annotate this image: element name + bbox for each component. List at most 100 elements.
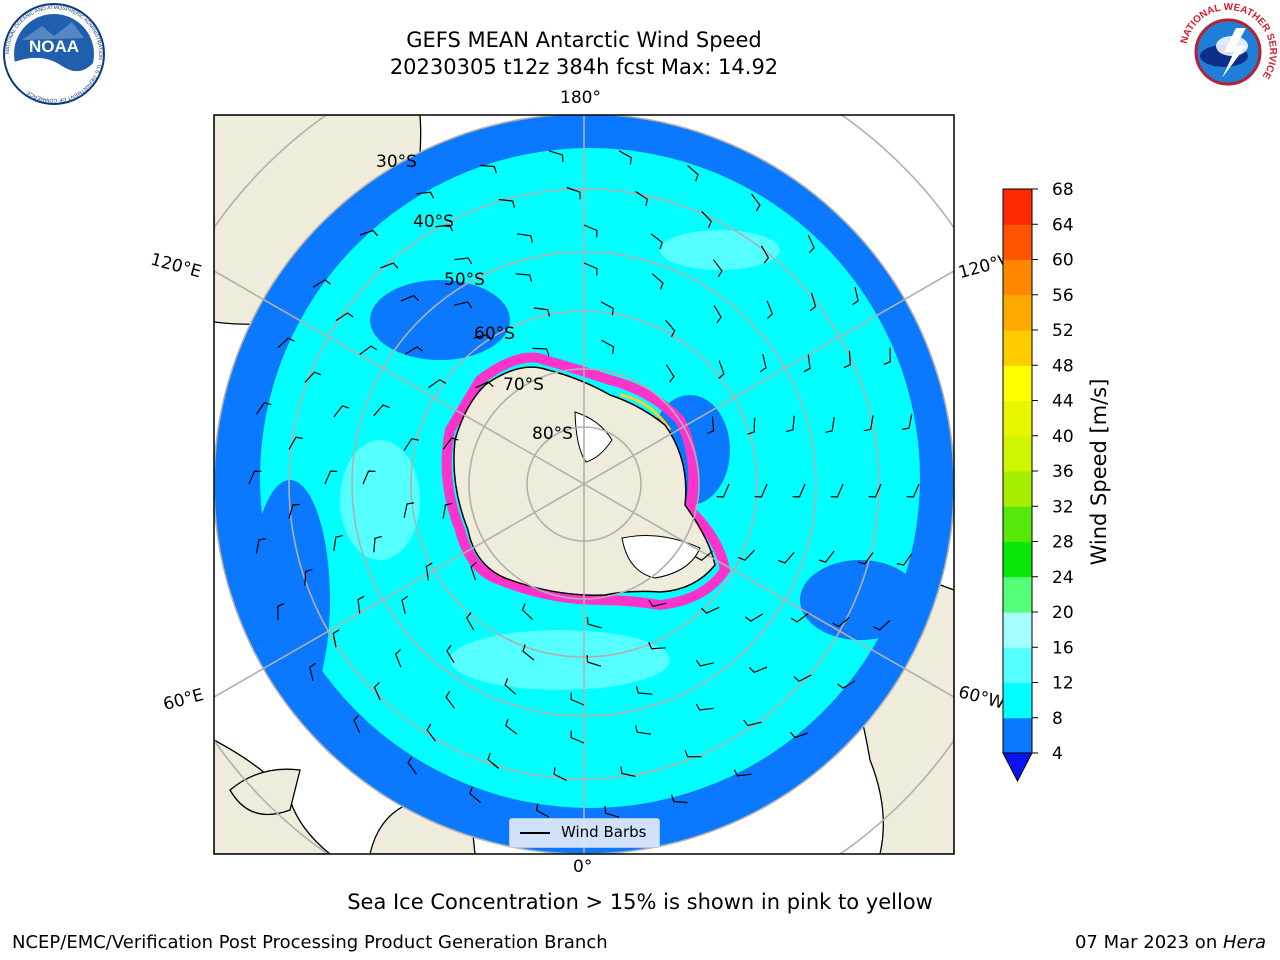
wind-barb xyxy=(635,686,653,695)
wind-barb xyxy=(760,245,770,264)
colorbar-tick-label: 24 xyxy=(1052,568,1074,588)
wind-barb xyxy=(324,470,338,485)
wind-barb xyxy=(403,438,419,451)
wind-barb xyxy=(465,612,475,631)
wind-barb xyxy=(407,756,417,775)
wind-barb xyxy=(504,678,517,695)
wind-barb xyxy=(618,150,632,165)
wind-barb xyxy=(751,193,761,212)
wind-barb xyxy=(843,350,851,369)
wind-barb xyxy=(650,233,663,250)
wind-barb xyxy=(906,483,920,498)
sea-ice-caption: Sea Ice Concentration > 15% is shown in … xyxy=(347,890,933,914)
colorbar-segment xyxy=(1003,541,1032,578)
colorbar-segment xyxy=(1003,400,1032,437)
wind-barb xyxy=(394,648,402,668)
wind-barb xyxy=(701,210,713,228)
wind-barb xyxy=(516,233,533,243)
wind-barb xyxy=(873,619,891,631)
wind-barb xyxy=(487,752,500,769)
wind-barb xyxy=(766,300,774,320)
sea-ice xyxy=(441,352,731,611)
wind-barb xyxy=(359,345,378,355)
wind-barb xyxy=(533,307,551,317)
wind-barb xyxy=(442,502,453,519)
wind-barb xyxy=(754,483,768,498)
wind-barb xyxy=(635,725,652,735)
colorbar-tick-label: 44 xyxy=(1052,392,1074,412)
colorbar-tick-label: 64 xyxy=(1052,215,1074,235)
wind-barb xyxy=(620,766,636,778)
wind-barb xyxy=(532,347,550,356)
wind-barb xyxy=(857,552,874,565)
wind-barb xyxy=(738,549,756,561)
colorbar-segment xyxy=(1003,259,1032,296)
colorbar-segment xyxy=(1003,682,1032,719)
wind-barb xyxy=(453,301,473,309)
wind-barb xyxy=(445,690,455,709)
wind-barb xyxy=(373,535,382,553)
wind-barb xyxy=(379,262,399,269)
colorbar-segment xyxy=(1003,471,1032,507)
colorbar-segment xyxy=(1003,189,1032,225)
wind-barb xyxy=(713,259,723,278)
wind-barb xyxy=(400,294,420,302)
wind-barb xyxy=(404,346,424,355)
wind-barb xyxy=(566,186,581,200)
lon-label-180: 180° xyxy=(560,88,601,108)
wind-barb xyxy=(288,436,303,450)
wind-barb xyxy=(522,644,535,661)
colorbar-tick-label: 56 xyxy=(1052,286,1074,306)
wind-barb xyxy=(648,599,667,607)
footer-date-text: 07 Mar 2023 on xyxy=(1074,932,1223,953)
wind-barb xyxy=(480,164,497,174)
wind-barb xyxy=(883,347,891,365)
lat-label-30s: 30°S xyxy=(376,152,417,172)
footer-host: Hera xyxy=(1222,932,1266,953)
wind-barb xyxy=(665,319,676,338)
wind-barb xyxy=(586,617,602,629)
wind-barb xyxy=(635,190,648,207)
colorbar-segment xyxy=(1003,365,1032,401)
wind-barb xyxy=(778,551,795,564)
wind-barb xyxy=(475,381,494,389)
wind-barbs-legend: Wind Barbs xyxy=(509,818,660,848)
wind-barb xyxy=(426,723,436,742)
wind-barb xyxy=(255,538,267,554)
colorbar-tick-label: 8 xyxy=(1052,709,1063,729)
wind-barb xyxy=(586,654,602,667)
graticule xyxy=(214,115,954,854)
wind-barb xyxy=(748,666,768,674)
wind-barb xyxy=(548,150,564,162)
noaa-logo: NOAA NATIONAL OCEANIC AND ATMOSPHERIC AD… xyxy=(3,3,105,105)
wind-barb xyxy=(353,714,361,734)
wind-barb xyxy=(498,198,516,208)
colorbar-tick-label: 16 xyxy=(1052,638,1074,658)
wind-barb xyxy=(901,414,913,430)
wind-barb xyxy=(744,613,764,622)
wind-barb xyxy=(790,613,809,623)
wind-barb xyxy=(425,562,433,581)
wind-barb xyxy=(536,803,550,818)
chart-subtitle: 20230305 t12z 384h fcst Max: 14.92 xyxy=(389,55,779,79)
wind-barb xyxy=(333,405,350,418)
colorbar-tick-label: 48 xyxy=(1052,356,1074,376)
wind-barb xyxy=(446,644,455,664)
wind-barb xyxy=(515,273,533,282)
wind-barb xyxy=(803,354,811,373)
nws-logo: NATIONAL WEATHER SERVICE xyxy=(1179,2,1278,100)
wind-barb xyxy=(604,806,620,818)
wind-barb xyxy=(583,224,598,238)
lat-label-60s: 60°S xyxy=(474,324,515,344)
wind-barb xyxy=(359,229,379,237)
lat-label-80s: 80°S xyxy=(532,424,573,444)
colorbar-label: Wind Speed [m/s] xyxy=(1087,379,1111,566)
wind-barb xyxy=(695,550,713,562)
wind-barb xyxy=(403,502,415,518)
wind-barb xyxy=(277,603,285,621)
wind-barb xyxy=(442,437,459,450)
colorbar-segment xyxy=(1003,435,1032,472)
wind-barb xyxy=(373,681,381,701)
